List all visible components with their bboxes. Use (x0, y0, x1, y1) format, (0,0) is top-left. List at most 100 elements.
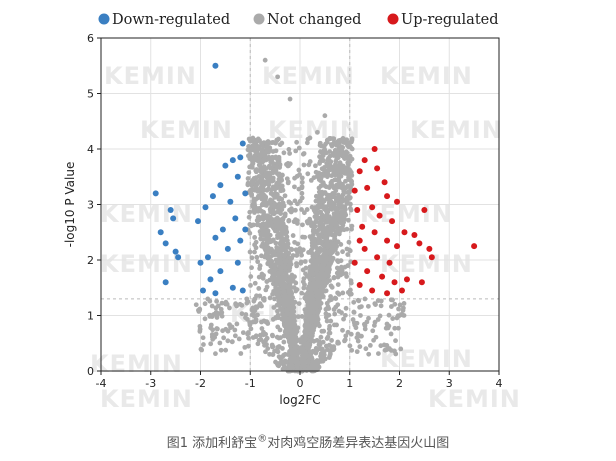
point-not-changed (261, 332, 266, 338)
point-not-changed (328, 198, 334, 204)
x-tick-label: -1 (245, 377, 256, 390)
point-not-changed (209, 314, 215, 319)
volcano-plot: KEMIN KEMIN KEMIN KEMIN KEMIN KEMIN KEMI… (63, 12, 520, 413)
point-not-changed (294, 362, 300, 367)
point-not-changed (320, 351, 326, 357)
point-not-changed (237, 301, 243, 307)
point-not-changed (286, 311, 292, 317)
point-not-changed (347, 248, 353, 254)
point-not-changed (272, 272, 278, 278)
point-not-changed (304, 140, 310, 146)
point-not-changed (278, 203, 283, 208)
point-not-changed (205, 296, 211, 302)
point-not-changed (255, 259, 261, 265)
point-not-changed (296, 145, 302, 151)
point-not-changed (328, 159, 334, 165)
point-up-regulated (428, 254, 435, 261)
point-not-changed (246, 170, 252, 176)
x-axis-label: log2FC (279, 393, 320, 407)
point-not-changed (320, 180, 326, 186)
point-not-changed (249, 179, 255, 184)
point-not-changed (282, 364, 288, 370)
point-down-regulated (234, 173, 241, 180)
point-not-changed (388, 331, 394, 337)
point-not-changed (322, 230, 328, 236)
point-not-changed (282, 211, 288, 217)
point-not-changed (282, 252, 288, 258)
point-not-changed (289, 335, 295, 341)
point-not-changed (334, 182, 340, 188)
point-not-changed (351, 309, 357, 315)
point-not-changed (333, 167, 338, 173)
point-not-changed (327, 192, 333, 198)
point-not-changed (267, 218, 273, 224)
point-not-changed (317, 257, 323, 262)
point-not-changed (261, 273, 266, 278)
point-not-changed (318, 171, 324, 177)
point-not-changed (313, 346, 319, 351)
point-not-changed (318, 232, 324, 238)
point-down-regulated (167, 207, 174, 214)
point-not-changed (272, 267, 278, 273)
point-not-changed (315, 129, 320, 135)
point-not-changed (347, 291, 353, 297)
point-down-regulated (239, 287, 246, 294)
point-not-changed (288, 359, 294, 365)
point-not-changed (328, 318, 334, 324)
point-not-changed (309, 307, 315, 313)
point-up-regulated (384, 237, 391, 244)
point-not-changed (245, 343, 251, 349)
point-not-changed (294, 261, 299, 266)
point-down-regulated (234, 259, 241, 266)
point-not-changed (286, 254, 292, 260)
point-not-changed (299, 179, 305, 185)
point-not-changed (253, 197, 259, 202)
point-down-regulated (212, 62, 219, 69)
point-not-changed (268, 187, 274, 193)
point-down-regulated (170, 215, 177, 222)
point-up-regulated (374, 254, 381, 261)
y-tick-label: 0 (87, 365, 94, 378)
point-not-changed (284, 162, 289, 167)
point-not-changed (213, 331, 219, 337)
point-not-changed (270, 352, 276, 357)
point-not-changed (285, 241, 291, 247)
point-up-regulated (401, 229, 408, 236)
point-not-changed (294, 218, 300, 224)
point-not-changed (300, 222, 305, 228)
point-not-changed (262, 57, 268, 63)
point-not-changed (238, 351, 244, 356)
point-not-changed (270, 224, 276, 230)
point-not-changed (340, 168, 346, 174)
point-not-changed (275, 74, 281, 80)
point-not-changed (338, 200, 344, 206)
point-not-changed (232, 333, 238, 339)
point-not-changed (317, 161, 322, 166)
point-not-changed (326, 264, 332, 269)
point-not-changed (270, 237, 275, 243)
point-not-changed (378, 303, 384, 309)
point-not-changed (291, 354, 297, 359)
point-not-changed (386, 346, 392, 351)
point-not-changed (314, 246, 320, 251)
point-not-changed (339, 225, 345, 231)
point-not-changed (280, 354, 286, 360)
point-not-changed (290, 253, 296, 258)
point-not-changed (267, 214, 273, 220)
point-not-changed (259, 175, 265, 181)
point-not-changed (301, 151, 307, 156)
point-not-changed (340, 136, 346, 141)
point-not-changed (303, 341, 309, 347)
point-not-changed (393, 351, 399, 357)
point-not-changed (316, 323, 322, 329)
point-not-changed (259, 253, 264, 259)
point-not-changed (393, 338, 398, 344)
point-not-changed (306, 272, 312, 278)
point-not-changed (267, 172, 272, 178)
point-not-changed (200, 335, 206, 341)
point-not-changed (278, 257, 284, 263)
point-not-changed (401, 305, 406, 311)
point-not-changed (274, 334, 280, 340)
point-not-changed (269, 178, 275, 184)
point-not-changed (338, 266, 344, 272)
